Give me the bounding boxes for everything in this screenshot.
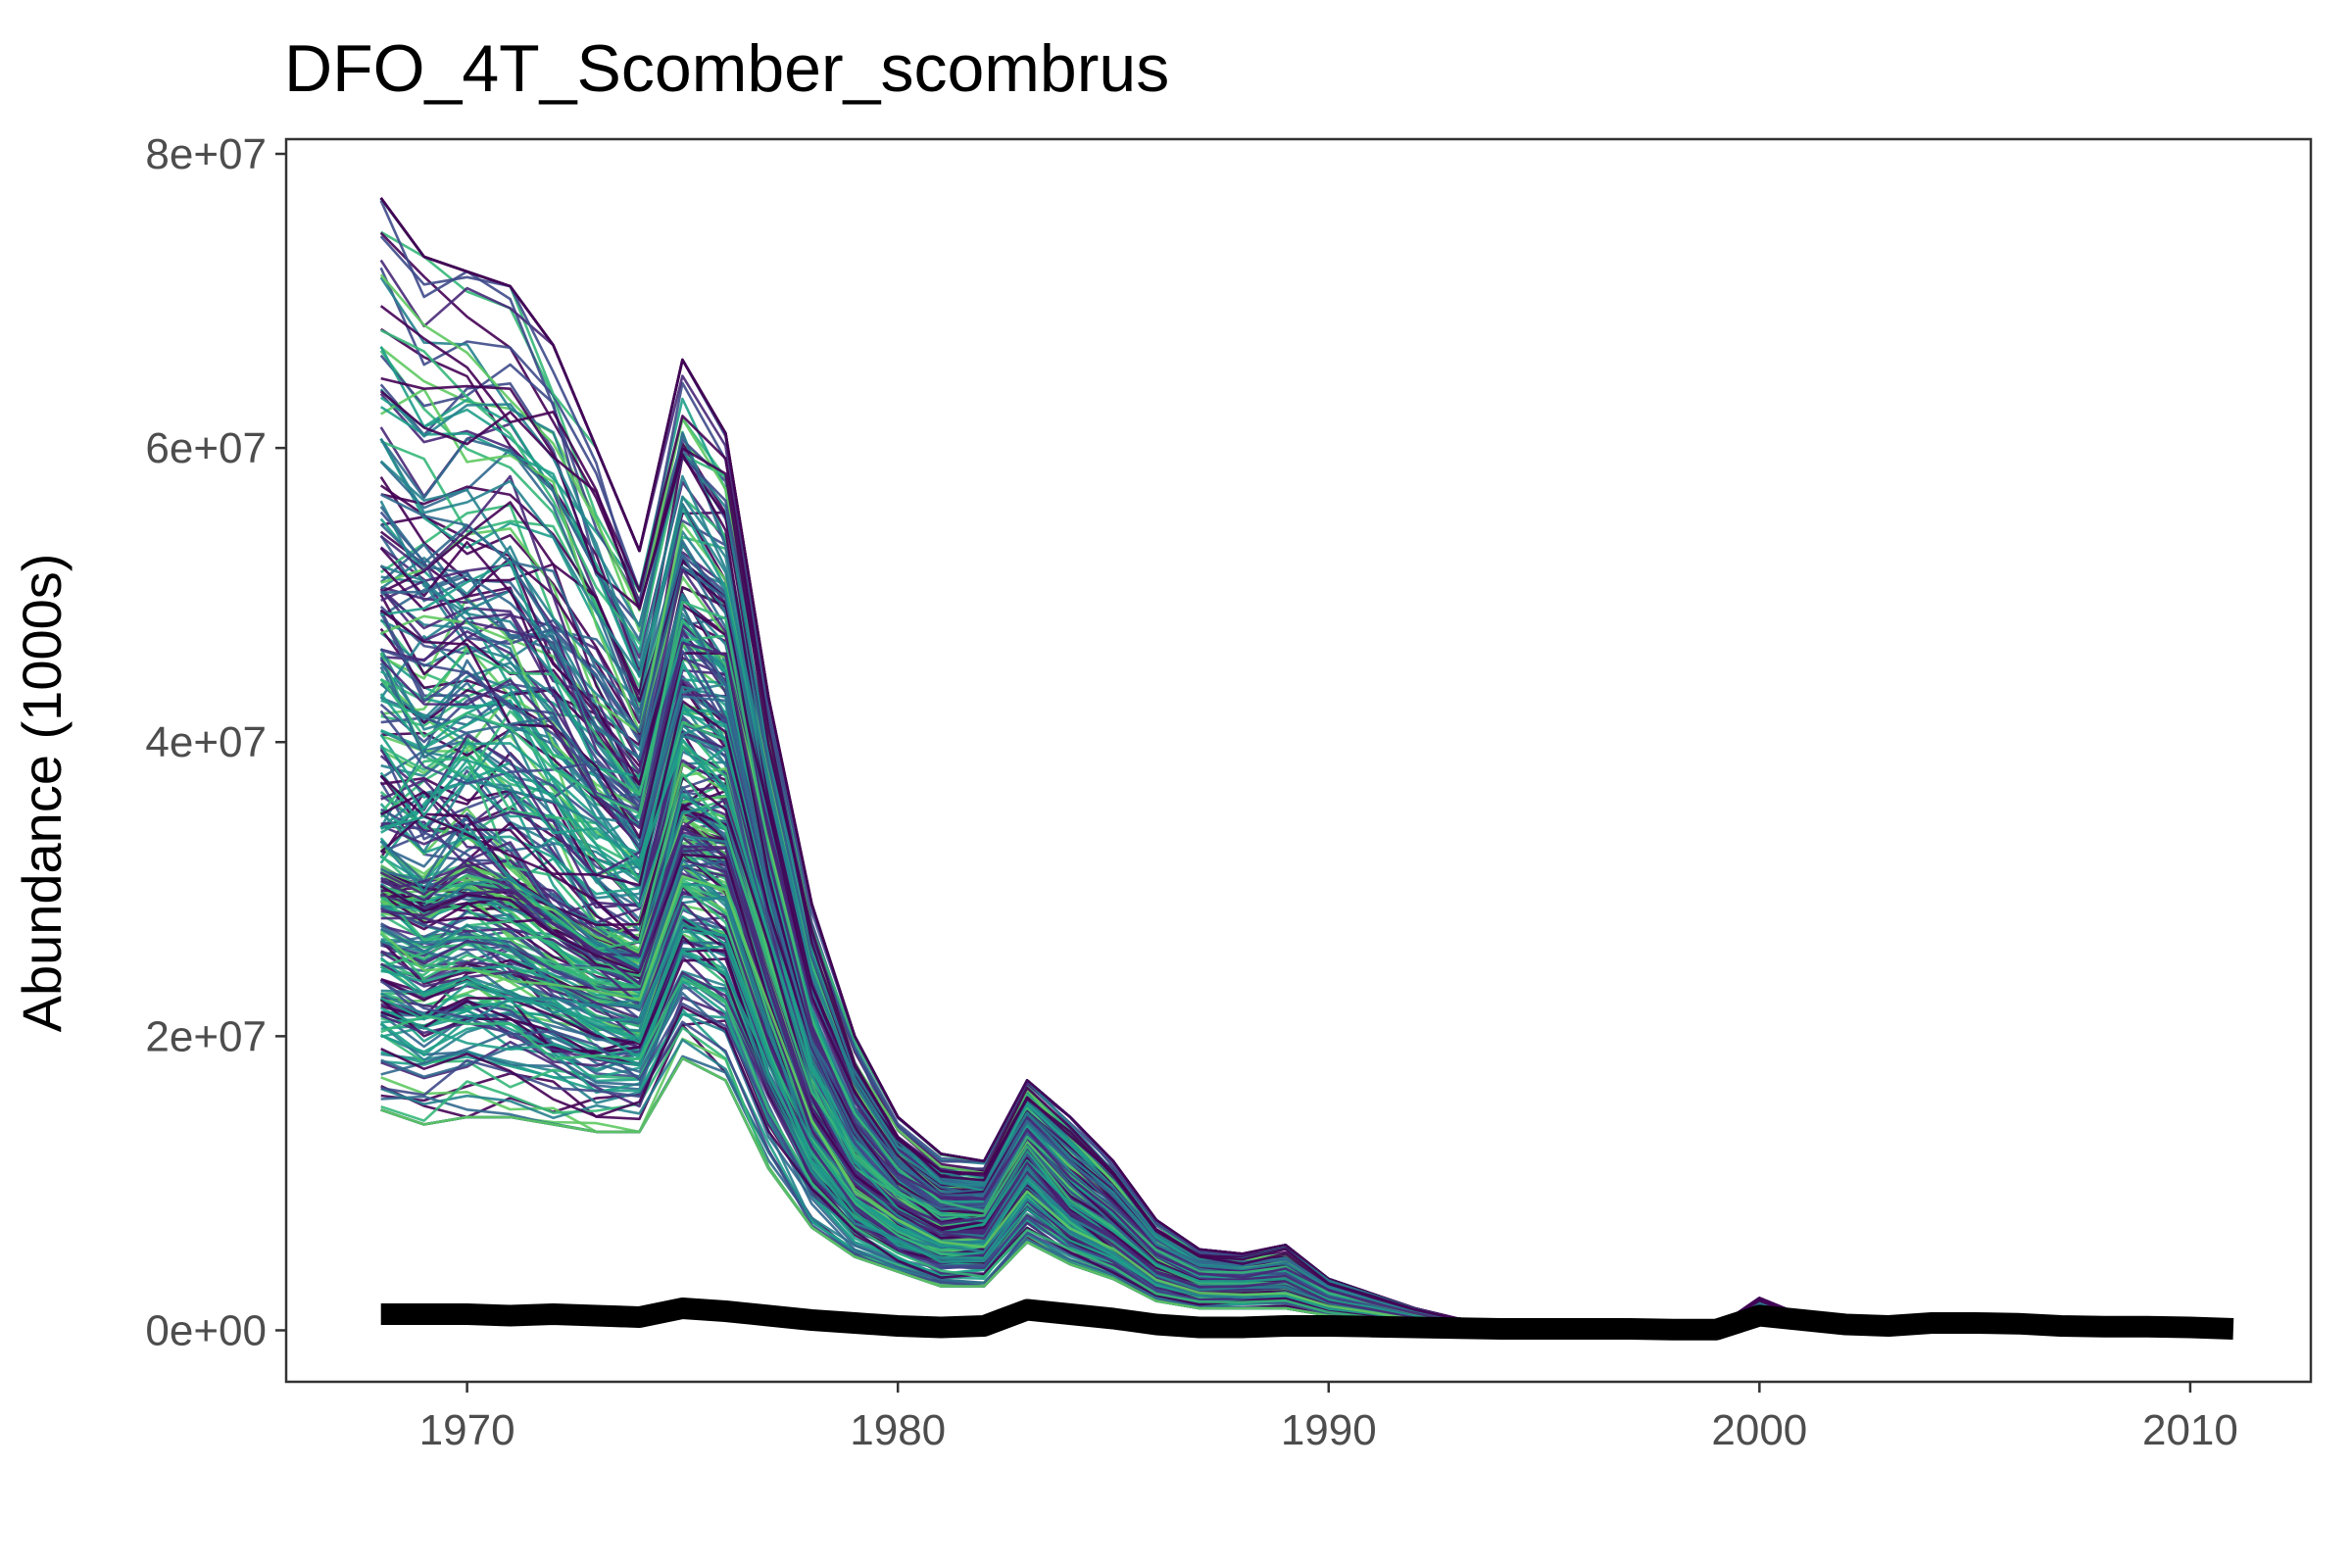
y-tick-label: 6e+07 xyxy=(145,424,267,472)
chart-title: DFO_4T_Scomber_scombrus xyxy=(284,31,1169,106)
y-tick-label: 2e+07 xyxy=(145,1012,267,1060)
y-axis-label: Abundance (1000s) xyxy=(11,554,73,1033)
x-tick-label: 1970 xyxy=(419,1406,515,1454)
ensemble-series-group xyxy=(379,197,1889,1332)
plot-panel-border xyxy=(284,137,2313,1384)
observed-series-group xyxy=(380,1298,2234,1341)
y-tick-label: 0e+00 xyxy=(145,1306,267,1354)
x-tick-label: 2010 xyxy=(2142,1406,2238,1454)
observed-series-line xyxy=(380,1298,2234,1341)
x-tick-label: 1980 xyxy=(850,1406,946,1454)
y-tick-label: 4e+07 xyxy=(145,718,267,766)
y-tick-label: 8e+07 xyxy=(145,130,267,178)
x-tick-label: 2000 xyxy=(1711,1406,1807,1454)
x-axis: 1970 1980 1990 2000 2010 xyxy=(419,1382,2238,1454)
y-axis: 0e+00 2e+07 4e+07 6e+07 8e+07 xyxy=(145,130,286,1354)
x-tick-label: 1990 xyxy=(1281,1406,1377,1454)
